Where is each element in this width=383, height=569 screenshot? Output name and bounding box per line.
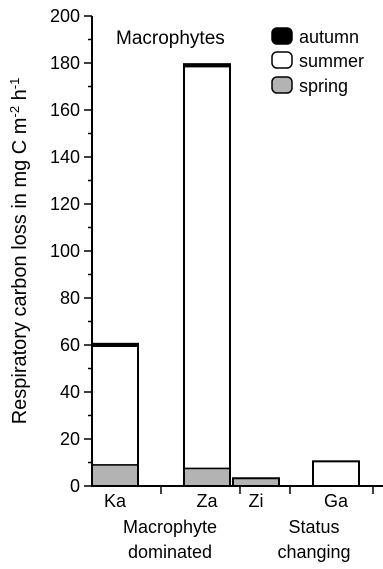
x-ticks: [160, 486, 374, 494]
y-axis-title-mid: h: [9, 89, 31, 106]
y-ticks: 0 20 40 60 80 100 120 140 160 180 200: [50, 6, 92, 496]
y-tick-label-60: 60: [60, 335, 80, 355]
legend-swatch-autumn: [271, 27, 293, 45]
legend-label-autumn: autumn: [299, 27, 359, 47]
bar-ka-summer: [91, 345, 139, 466]
bar-zi-spring: [232, 477, 280, 487]
bar-outline-zi: [232, 477, 280, 487]
bar-outline-ka: [91, 342, 139, 488]
legend-swatch-summer: [271, 51, 293, 69]
y-tick-label-140: 140: [50, 147, 80, 167]
chart-title: Macrophytes: [116, 28, 225, 49]
y-tick-label-80: 80: [60, 288, 80, 308]
bar-outline-ga: [312, 460, 360, 488]
y-tick-label-100: 100: [50, 241, 80, 261]
y-tick-label-160: 160: [50, 100, 80, 120]
group-label-2-line-2: changing: [277, 542, 350, 562]
legend: autumn summer spring: [271, 27, 364, 96]
bar-ka-spring: [91, 464, 139, 487]
y-tick-label-200: 200: [50, 6, 80, 26]
group-labels: Macrophyte dominated Status changing: [123, 517, 351, 562]
y-tick-label-20: 20: [60, 429, 80, 449]
group-label-1-line-2: dominated: [128, 542, 212, 562]
y-axis-title: Respiratory carbon loss in mg C m-2 h-1: [7, 78, 32, 425]
y-tick-label-180: 180: [50, 53, 80, 73]
y-tick-label-0: 0: [70, 476, 80, 496]
bar-za-summer: [183, 65, 231, 470]
x-tick-label-ka: Ka: [104, 491, 127, 511]
group-label-1-line-1: Macrophyte: [123, 517, 217, 537]
y-axis-title-exponent-2: -1: [7, 78, 22, 90]
x-tick-label-zi: Zi: [249, 491, 264, 511]
bar-outline-za: [183, 63, 231, 488]
y-axis-title-exponent-1: -2: [7, 106, 22, 118]
legend-swatch-spring: [271, 76, 293, 94]
x-tick-label-ga: Ga: [324, 491, 349, 511]
bar-za-spring: [183, 467, 231, 487]
y-tick-label-40: 40: [60, 382, 80, 402]
legend-label-summer: summer: [299, 51, 364, 71]
y-tick-label-120: 120: [50, 194, 80, 214]
group-label-2-line-1: Status: [288, 517, 339, 537]
x-tick-label-za: Za: [196, 491, 218, 511]
y-axis-title-main: Respiratory carbon loss in mg C m: [9, 118, 31, 425]
legend-label-spring: spring: [299, 76, 348, 96]
category-labels: Ka Za Zi Ga: [104, 491, 349, 511]
axes: 0 20 40 60 80 100 120 140 160 180 200: [50, 6, 383, 496]
bars: [91, 63, 360, 488]
bar-ga-summer: [312, 460, 360, 487]
